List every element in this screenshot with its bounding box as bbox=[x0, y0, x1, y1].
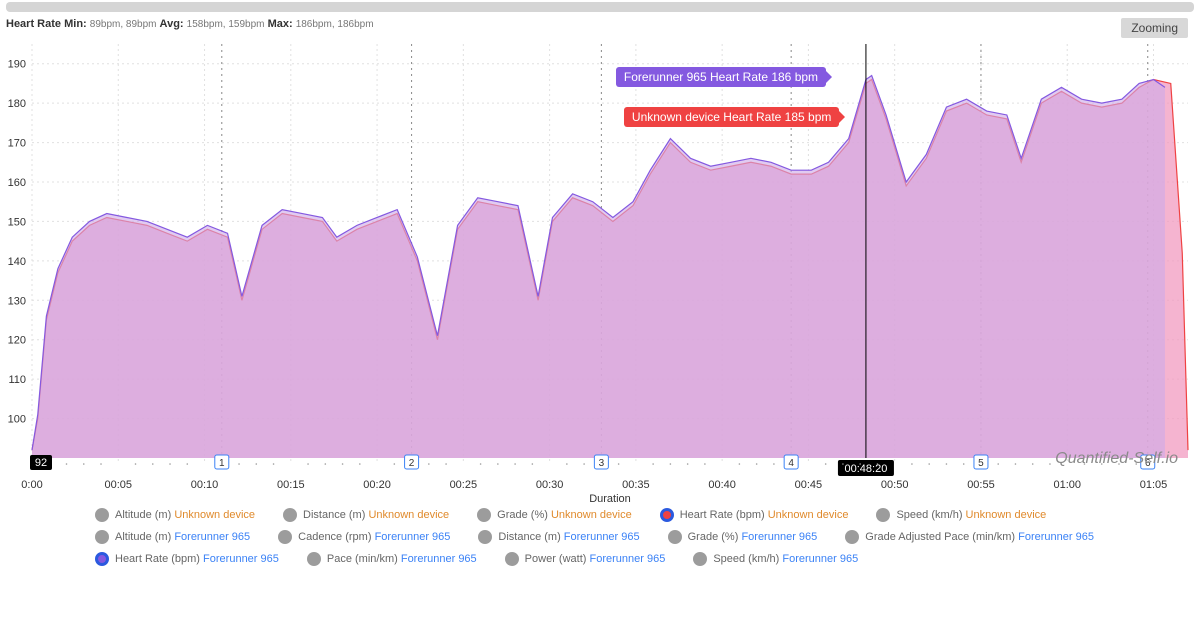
legend-label: Grade (%) Forerunner 965 bbox=[688, 531, 818, 543]
svg-text:00:55: 00:55 bbox=[967, 479, 995, 491]
svg-text:3: 3 bbox=[599, 458, 605, 469]
legend-dot-icon bbox=[845, 530, 859, 544]
legend-item[interactable]: Altitude (m) Forerunner 965 bbox=[95, 530, 250, 544]
svg-text:00:50: 00:50 bbox=[881, 479, 909, 491]
legend-label: Cadence (rpm) Forerunner 965 bbox=[298, 531, 450, 543]
legend-dot-icon bbox=[283, 508, 297, 522]
svg-text:120: 120 bbox=[8, 335, 26, 347]
svg-text:00:45: 00:45 bbox=[795, 479, 823, 491]
min-values: 89bpm, 89bpm bbox=[90, 19, 157, 30]
svg-text:190: 190 bbox=[8, 59, 26, 71]
legend-label: Pace (min/km) Forerunner 965 bbox=[327, 553, 477, 565]
svg-text:00:48:20: 00:48:20 bbox=[845, 463, 888, 475]
svg-text:00:20: 00:20 bbox=[363, 479, 391, 491]
legend-item[interactable]: Heart Rate (bpm) Unknown device bbox=[660, 508, 849, 522]
svg-text:00:15: 00:15 bbox=[277, 479, 305, 491]
svg-text:Duration: Duration bbox=[589, 493, 631, 502]
legend-label: Power (watt) Forerunner 965 bbox=[525, 553, 666, 565]
legend-item[interactable]: Grade Adjusted Pace (min/km) Forerunner … bbox=[845, 530, 1094, 544]
max-values: 186bpm, 186bpm bbox=[296, 19, 374, 30]
legend-dot-icon bbox=[95, 530, 109, 544]
legend-dot-icon bbox=[95, 508, 109, 522]
legend-item[interactable]: Speed (km/h) Forerunner 965 bbox=[693, 552, 858, 566]
legend-item[interactable]: Heart Rate (bpm) Forerunner 965 bbox=[95, 552, 279, 566]
svg-text:00:35: 00:35 bbox=[622, 479, 650, 491]
legend-label: Speed (km/h) Unknown device bbox=[896, 509, 1046, 521]
scrollbar-track[interactable] bbox=[6, 2, 1194, 12]
svg-text:150: 150 bbox=[8, 216, 26, 228]
svg-text:130: 130 bbox=[8, 295, 26, 307]
legend-label: Grade (%) Unknown device bbox=[497, 509, 632, 521]
svg-text:5: 5 bbox=[978, 458, 984, 469]
chart-svg: 100 110 120 130 140 150 160 170 180 190 00:48:20 0:… bbox=[6, 34, 1194, 502]
legend-label: Altitude (m) Unknown device bbox=[115, 509, 255, 521]
legend-dot-icon bbox=[307, 552, 321, 566]
svg-text:170: 170 bbox=[8, 138, 26, 150]
svg-text:01:00: 01:00 bbox=[1053, 479, 1081, 491]
legend-label: Altitude (m) Forerunner 965 bbox=[115, 531, 250, 543]
legend-label: Grade Adjusted Pace (min/km) Forerunner … bbox=[865, 531, 1094, 543]
svg-text:100: 100 bbox=[8, 414, 26, 426]
svg-text:00:30: 00:30 bbox=[536, 479, 564, 491]
legend-dot-icon bbox=[660, 508, 674, 522]
legend-item[interactable]: Altitude (m) Unknown device bbox=[95, 508, 255, 522]
legend-dot-icon bbox=[478, 530, 492, 544]
svg-text:2: 2 bbox=[409, 458, 415, 469]
legend-item[interactable]: Power (watt) Forerunner 965 bbox=[505, 552, 666, 566]
heart-rate-chart[interactable]: 100 110 120 130 140 150 160 170 180 190 00:48:20 0:… bbox=[6, 34, 1194, 502]
svg-text:110: 110 bbox=[8, 374, 26, 386]
legend-item[interactable]: Grade (%) Unknown device bbox=[477, 508, 632, 522]
legend-item[interactable]: Pace (min/km) Forerunner 965 bbox=[307, 552, 477, 566]
legend-item[interactable]: Speed (km/h) Unknown device bbox=[876, 508, 1046, 522]
svg-text:180: 180 bbox=[8, 98, 26, 110]
legend-item[interactable]: Cadence (rpm) Forerunner 965 bbox=[278, 530, 450, 544]
legend-item[interactable]: Grade (%) Forerunner 965 bbox=[668, 530, 818, 544]
stats-summary: Heart Rate Min: 89bpm, 89bpm Avg: 158bpm… bbox=[0, 14, 1200, 34]
legend-label: Distance (m) Unknown device bbox=[303, 509, 449, 521]
svg-text:160: 160 bbox=[8, 177, 26, 189]
legend-dot-icon bbox=[278, 530, 292, 544]
legend-item[interactable]: Distance (m) Forerunner 965 bbox=[478, 530, 639, 544]
svg-text:1: 1 bbox=[219, 458, 225, 469]
avg-label: Avg: bbox=[160, 18, 184, 30]
legend-dot-icon bbox=[668, 530, 682, 544]
svg-text:00:40: 00:40 bbox=[708, 479, 736, 491]
min-label: Min: bbox=[64, 18, 87, 30]
svg-text:00:05: 00:05 bbox=[105, 479, 133, 491]
legend-dot-icon bbox=[876, 508, 890, 522]
legend-label: Heart Rate (bpm) Forerunner 965 bbox=[115, 553, 279, 565]
legend-label: Distance (m) Forerunner 965 bbox=[498, 531, 639, 543]
legend-dot-icon bbox=[95, 552, 109, 566]
legend-label: Speed (km/h) Forerunner 965 bbox=[713, 553, 858, 565]
max-label: Max: bbox=[268, 18, 293, 30]
avg-values: 158bpm, 159bpm bbox=[187, 19, 265, 30]
legend-label: Heart Rate (bpm) Unknown device bbox=[680, 509, 849, 521]
svg-text:00:25: 00:25 bbox=[450, 479, 478, 491]
legend: Altitude (m) Unknown device Distance (m) … bbox=[55, 502, 1200, 570]
svg-text:92: 92 bbox=[35, 457, 47, 469]
svg-text:140: 140 bbox=[8, 256, 26, 268]
svg-text:0:00: 0:00 bbox=[21, 479, 42, 491]
svg-text:01:05: 01:05 bbox=[1140, 479, 1168, 491]
svg-text:6: 6 bbox=[1145, 458, 1151, 469]
svg-text:00:10: 00:10 bbox=[191, 479, 219, 491]
legend-dot-icon bbox=[693, 552, 707, 566]
legend-dot-icon bbox=[477, 508, 491, 522]
legend-item[interactable]: Distance (m) Unknown device bbox=[283, 508, 449, 522]
metric-name: Heart Rate bbox=[6, 18, 61, 30]
legend-dot-icon bbox=[505, 552, 519, 566]
svg-text:4: 4 bbox=[788, 458, 794, 469]
